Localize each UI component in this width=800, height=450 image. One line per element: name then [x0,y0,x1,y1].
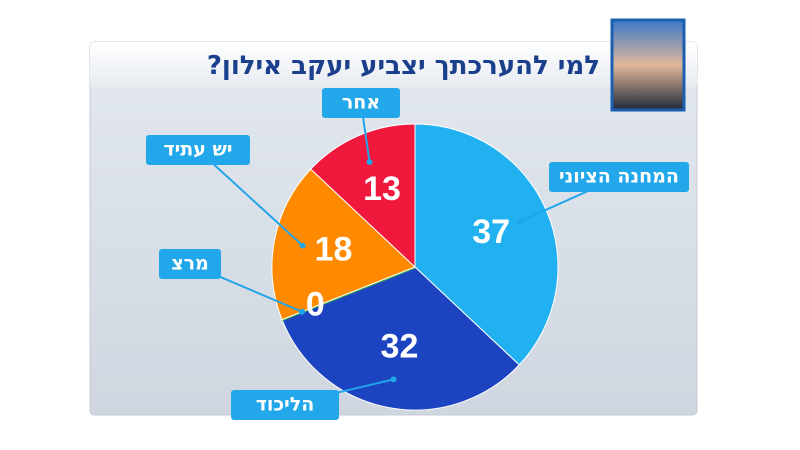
label-box [159,249,221,279]
leader-dot [366,159,373,166]
photo [610,18,686,112]
value-label: 37 [472,213,510,251]
leader-dot [298,308,305,315]
legend-label: המחנה הציוני [559,166,679,188]
leader-dot [516,218,523,225]
leader-line [197,149,304,247]
legend-label: הליכוד [256,394,315,416]
legend-label: אחר [342,92,380,114]
label-box [146,135,250,165]
slice [310,123,416,269]
legend-label: מרצ [171,253,209,275]
value-label: 13 [363,170,401,208]
leader-dot [299,242,306,249]
value-label: 0 [306,285,325,323]
chart-title: למי להערכתך יצביע יעקב אילון? [206,51,600,81]
label-box [322,88,400,118]
label-box [231,390,339,420]
slice [281,266,520,411]
value-label: 18 [315,230,353,268]
title-bar [90,42,697,88]
value-label: 32 [381,327,419,365]
pie [271,123,559,411]
label-box [549,162,689,192]
legend-label: יש עתיד [163,139,232,161]
leader-dot [390,376,397,383]
slice [271,168,416,321]
labels: 37 המחנה הציוני 32 הליכוד 0 מרצ 18 יש עתיד 13 אחר [146,88,689,420]
